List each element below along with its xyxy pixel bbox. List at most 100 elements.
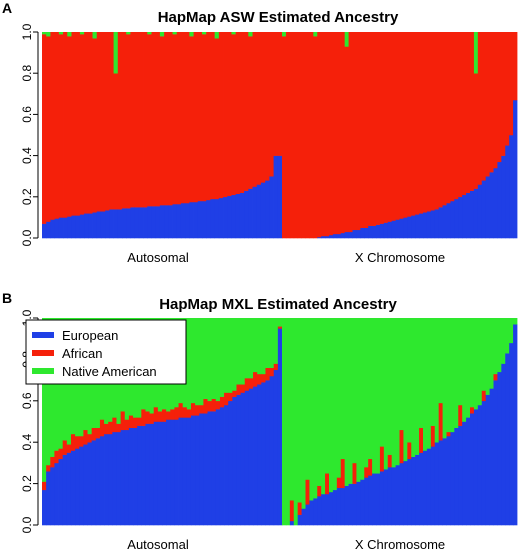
- panel-b-autosomal-bar-19-european: [116, 431, 122, 526]
- panel-a-autosomal-bar-15-african: [100, 32, 106, 212]
- panel-a-autosomal-bar-57-african: [277, 32, 283, 156]
- panel-a-x-chromosome-bar-20-european: [356, 229, 361, 239]
- panel-a-autosomal-bar-32-native-american: [172, 32, 178, 35]
- panel-b-autosomal-bar-33-european: [174, 419, 179, 526]
- panel-a-x-chromosome-bar-28-european: [387, 221, 393, 239]
- panel-b-autosomal-bar-21-european: [124, 429, 130, 526]
- panel-a-x-chromosome-bar-27-african: [383, 32, 389, 223]
- panel-a-x-chromosome-bar-32-european: [403, 217, 408, 239]
- panel-b-x-chromosome-bar-51-european: [477, 404, 483, 526]
- panel-a-x-chromosome-bar-47-european: [462, 194, 467, 239]
- panel-b-x-chromosome-bar-53-european: [485, 394, 490, 526]
- panel-a-x-chromosome-bar-52-european: [481, 180, 487, 239]
- panel-b-title: HapMap MXL Estimated Ancestry: [159, 296, 397, 313]
- panel-a-x-chromosome-bar-56-european: [497, 161, 502, 239]
- panel-a-autosomal-bar-13-european: [92, 212, 98, 239]
- panel-b-autosomal-bar-22-european: [128, 427, 134, 526]
- panel-b-autosomal-bar-17-african: [108, 421, 113, 435]
- panel-a-x-chromosome-bar-43-african: [446, 32, 451, 204]
- panel-b-autosomal-bar-33-african: [174, 407, 179, 420]
- panel-a-autosomal-bar-54-african: [265, 32, 270, 181]
- panel-a-x-chromosome-bar-38-european: [426, 211, 432, 239]
- panel-a-autosomal-bar-42-african: [214, 38, 220, 200]
- panel-a-autosomal-bar-12-european: [88, 213, 93, 239]
- panel-b-x-chromosome-bar-31-african: [399, 429, 404, 464]
- panel-b-x-chromosome-bar-26-native-american: [379, 318, 385, 447]
- panel-b-x-chromosome-bar-48-native-american: [466, 318, 471, 418]
- panel-b-x-chromosome-bar-24-european: [372, 473, 377, 526]
- panel-b-x-chromosome-bar-49-african: [470, 407, 475, 414]
- panel-b-autosomal-bar-40-native-american: [203, 318, 208, 400]
- panel-b-x-chromosome-bar-45-native-american: [454, 318, 459, 429]
- panel-a-x-chromosome-bar-26-african: [379, 32, 385, 224]
- panel-b-autosomal-bar-56-european: [269, 375, 275, 526]
- panel-a-autosomal-bar-31-african: [168, 32, 173, 206]
- panel-a-x-chromosome-bar-18-european: [348, 231, 353, 239]
- panel-b-x-chromosome-bar-5-native-american: [297, 318, 302, 503]
- panel-b-x-chromosome-bar-7-native-american: [305, 318, 310, 480]
- panel-a-x-chromosome-bar-39-european: [430, 210, 436, 239]
- panel-a-x-chromosome-bar-48-african: [466, 32, 471, 193]
- panel-a-x-chromosome-bar-12-african: [325, 32, 330, 237]
- panel-a-x-chromosome-bar-46-european: [458, 196, 463, 239]
- panel-b-autosomal-bar-15-african: [99, 419, 105, 437]
- panel-a-autosomal-bar-45-european: [227, 195, 232, 239]
- panel-b-autosomal-bar-58-native-american: [277, 318, 283, 327]
- panel-a-autosomal-bar-47-african: [235, 32, 241, 195]
- panel-b-autosomal-bar-14-european: [95, 438, 101, 526]
- panel-a-autosomal-bar-51-african: [252, 32, 258, 187]
- panel-a-autosomal-bar-11-european: [84, 213, 89, 239]
- panel-b-autosomal-bar-5-african: [58, 448, 64, 460]
- panel-a-autosomal-bar-34-african: [180, 32, 186, 204]
- panel-a-autosomal-bar-53-european: [260, 182, 266, 239]
- panel-b-x-chromosome-bar-25-european: [376, 473, 381, 526]
- panel-a-autosomal-bar-12-african: [88, 32, 93, 214]
- panel-b-x-chromosome-bar-39-native-american: [430, 318, 436, 426]
- panel-b-x-chromosome-bar-22-african: [364, 467, 369, 478]
- panel-b-x-chromosome-bar-52-native-american: [481, 318, 487, 391]
- panel-a-autosomal-bar-42-european: [214, 198, 220, 239]
- panel-a-x-chromosome-bar-29-african: [391, 32, 396, 221]
- panel-a-x-chromosome-bar-24-african: [372, 32, 377, 226]
- panel-a-autosomal-bar-56-african: [273, 32, 279, 156]
- panel-b-x-chromosome-bar-20-native-american: [356, 318, 361, 482]
- panel-b-x-chromosome-bar-44-native-american: [450, 318, 455, 433]
- panel-b-x-chromosome-bar-22-european: [364, 477, 369, 526]
- panel-b-x-chromosome-bar-14-native-american: [332, 318, 338, 491]
- panel-a-autosomal-bar-18-european: [113, 209, 119, 239]
- panel-b-autosomal-bar-58-african: [277, 326, 283, 329]
- panel-a-autosomal-bar-28-african: [155, 32, 161, 207]
- panel-b-x-chromosome-bar-32-native-american: [403, 318, 408, 462]
- panel-a-x-chromosome-bar-36-european: [419, 213, 424, 239]
- panel-b-x-chromosome-bar-12-african: [325, 473, 330, 495]
- panel-b-autosomal-bar-48-african: [236, 384, 242, 395]
- legend-label-african: African: [62, 346, 102, 361]
- panel-a-x-chromosome-bar-25-european: [376, 224, 381, 239]
- panel-b-x-chromosome-bar-36-native-american: [419, 318, 424, 429]
- panel-b-autosomal-bar-35-european: [182, 417, 188, 526]
- panel-b-y-tick-label: 0.4: [20, 434, 34, 451]
- panel-b-x-chromosome-bar-33-european: [407, 458, 412, 526]
- panel-a-x-chromosome-bar-50-native-american: [473, 32, 479, 74]
- panel-b-autosomal-bar-23-european: [133, 427, 138, 526]
- panel-b-x-chromosome-bar-38-native-american: [426, 318, 432, 449]
- panel-b-autosomal-bar-41-african: [207, 400, 213, 412]
- panel-a-autosomal-bar-36-african: [189, 36, 194, 203]
- panel-b-x-chromosome-bar-22-native-american: [364, 318, 369, 468]
- panel-b-autosomal-bar-53-european: [257, 384, 262, 526]
- panel-b-autosomal-bar-40-african: [203, 398, 208, 414]
- panel-a-autosomal-bar-57-european: [277, 155, 283, 239]
- panel-b-autosomal-bar-47-native-american: [232, 318, 237, 391]
- panel-a-x-chromosome-bar-13-european: [329, 234, 334, 239]
- panel-b-autosomal-bar-1-european: [42, 489, 47, 526]
- panel-b-autosomal-bar-19-african: [116, 423, 122, 433]
- panel-a-x-chromosome-bar-15-african: [336, 32, 342, 235]
- panel-a-x-chromosome-bar-54-african: [489, 32, 494, 173]
- panel-b-autosomal-bar-5-european: [58, 458, 64, 526]
- panel-a-x-chromosome-bar-37-european: [423, 212, 428, 239]
- panel-a-autosomal-bar-29-african: [159, 36, 165, 206]
- panel-a-autosomal-bar-38-african: [197, 32, 203, 202]
- panel-a-x-chromosome-bar-17-african: [344, 46, 349, 233]
- panel-b-autosomal-bar-42-european: [211, 411, 217, 526]
